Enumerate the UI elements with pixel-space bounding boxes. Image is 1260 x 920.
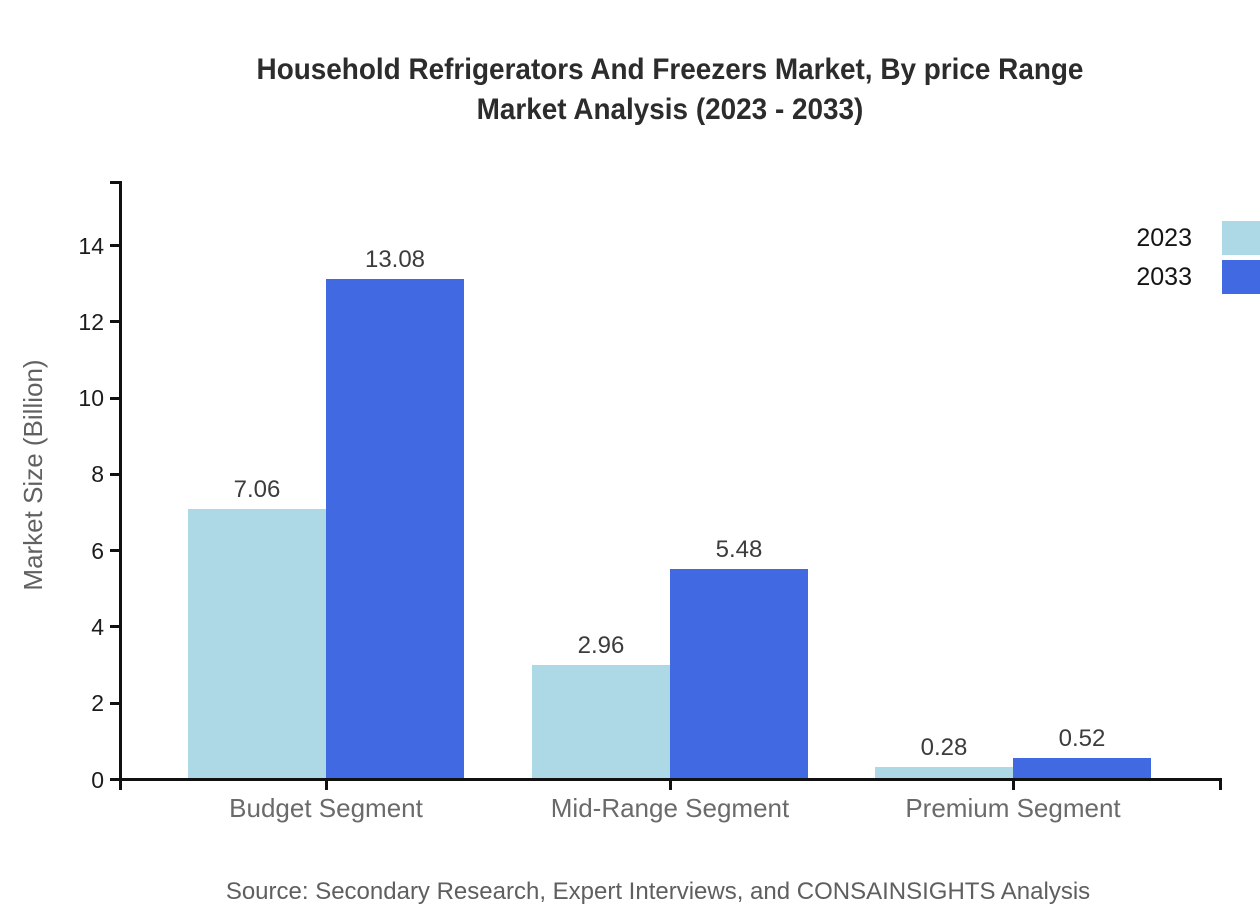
- y-tick-label: 4: [91, 614, 104, 640]
- y-tick: [110, 244, 119, 247]
- chart-title-line1: Household Refrigerators And Freezers Mar…: [256, 53, 1084, 86]
- x-category-label: Mid-Range Segment: [550, 793, 790, 823]
- y-tick: [110, 320, 119, 323]
- legend-label-2023: 2023: [1136, 224, 1192, 252]
- y-tick-label: 10: [78, 385, 104, 411]
- chart-title-line2: Market Analysis (2023 - 2033): [476, 93, 864, 126]
- bar-value-label: 2.96: [577, 632, 625, 659]
- bar-value-label: 0.52: [1058, 725, 1106, 752]
- legend-swatch-2033: [1222, 260, 1260, 294]
- bar-2033-0: [326, 279, 464, 778]
- y-tick-label: 6: [91, 538, 104, 564]
- bar-2033-2: [1013, 758, 1151, 778]
- x-tick: [1012, 781, 1015, 790]
- x-axis-line: [119, 778, 1222, 781]
- x-category-label: Budget Segment: [229, 793, 423, 823]
- y-tick-label: 14: [78, 233, 104, 259]
- bar-value-label: 0.28: [920, 734, 968, 761]
- legend-swatch-2023: [1222, 221, 1260, 255]
- y-axis-top-outer-tick: [110, 181, 122, 184]
- x-tick: [669, 781, 672, 790]
- bar-2023-0: [188, 509, 326, 778]
- y-tick: [110, 473, 119, 476]
- bar-value-label: 5.48: [715, 536, 763, 563]
- bar-value-label: 13.08: [364, 246, 426, 273]
- legend-label-2033: 2033: [1136, 263, 1192, 291]
- bar-value-label: 7.06: [233, 476, 281, 503]
- y-tick-label: 8: [91, 461, 104, 487]
- y-tick-label: 12: [78, 309, 104, 335]
- source-attribution: Source: Secondary Research, Expert Inter…: [225, 878, 1091, 905]
- y-tick: [110, 397, 119, 400]
- bar-2033-1: [670, 569, 808, 778]
- y-tick: [110, 778, 119, 781]
- y-tick: [110, 549, 119, 552]
- bar-2023-2: [875, 767, 1013, 778]
- chart-title: Household Refrigerators And Freezers Mar…: [84, 50, 1256, 130]
- y-tick: [110, 702, 119, 705]
- x-axis-right-outer-tick: [1219, 781, 1222, 790]
- x-tick: [325, 781, 328, 790]
- y-tick: [110, 625, 119, 628]
- x-category-label: Premium Segment: [905, 793, 1121, 823]
- y-tick-label: 2: [91, 690, 104, 716]
- y-tick-label: 0: [91, 767, 104, 793]
- y-axis-line: [119, 181, 122, 790]
- bar-2023-1: [532, 665, 670, 778]
